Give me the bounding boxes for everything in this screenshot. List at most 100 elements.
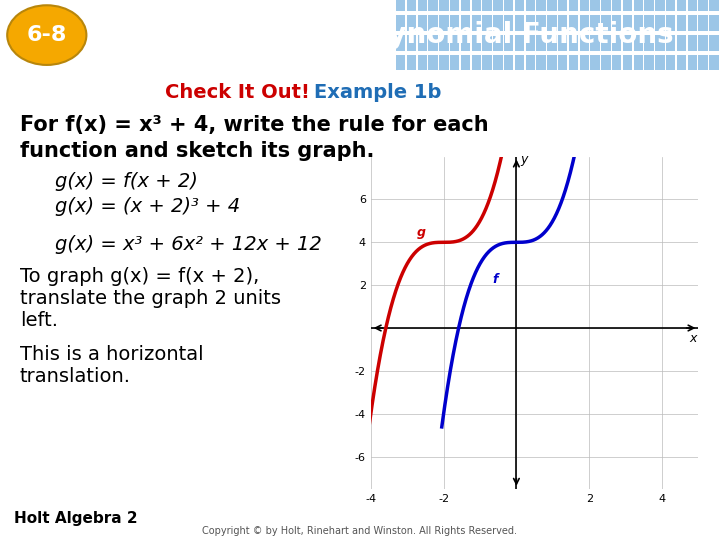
Bar [677, 0, 686, 11]
Bar [396, 0, 405, 11]
Bar [407, 0, 416, 11]
Text: f: f [492, 273, 498, 286]
Bar [580, 16, 589, 31]
Bar [450, 16, 459, 31]
Text: function and sketch its graph.: function and sketch its graph. [20, 141, 374, 161]
Bar [450, 0, 459, 11]
Bar [439, 0, 449, 11]
Text: To graph g(x) = f(x + 2),: To graph g(x) = f(x + 2), [20, 267, 259, 286]
Bar [612, 55, 621, 70]
Bar [526, 55, 535, 70]
Bar [623, 55, 632, 70]
Bar [461, 55, 470, 70]
Bar [504, 35, 513, 51]
Bar [558, 16, 567, 31]
Bar [601, 0, 611, 11]
Bar [547, 16, 557, 31]
Bar [461, 16, 470, 31]
Text: translation.: translation. [20, 368, 131, 387]
Text: translate the graph 2 units: translate the graph 2 units [20, 289, 281, 308]
Bar [655, 55, 665, 70]
Bar [515, 35, 524, 51]
Text: Holt Algebra 2: Holt Algebra 2 [14, 511, 138, 526]
Ellipse shape [7, 5, 86, 65]
Bar [612, 0, 621, 11]
Bar [396, 16, 405, 31]
Bar [558, 0, 567, 11]
Bar [634, 35, 643, 51]
Bar [666, 0, 675, 11]
Bar [461, 35, 470, 51]
Bar [407, 55, 416, 70]
Bar [623, 16, 632, 31]
Bar [644, 16, 654, 31]
Bar [515, 16, 524, 31]
Bar [677, 35, 686, 51]
Bar [493, 55, 503, 70]
Bar [623, 0, 632, 11]
Bar [677, 55, 686, 70]
Bar [536, 55, 546, 70]
Bar [407, 16, 416, 31]
Bar [612, 16, 621, 31]
Bar [461, 0, 470, 11]
Bar [418, 16, 427, 31]
Bar [428, 55, 438, 70]
Bar [709, 16, 719, 31]
Bar [666, 35, 675, 51]
Text: left.: left. [20, 312, 58, 330]
Bar [580, 55, 589, 70]
Text: x: x [689, 332, 697, 345]
Bar [590, 55, 600, 70]
Bar [450, 55, 459, 70]
Bar [644, 0, 654, 11]
Bar [472, 55, 481, 70]
Bar [526, 16, 535, 31]
Bar [439, 16, 449, 31]
Bar [515, 55, 524, 70]
Bar [688, 0, 697, 11]
Bar [558, 55, 567, 70]
Bar [569, 16, 578, 31]
Bar [601, 55, 611, 70]
Text: Copyright © by Holt, Rinehart and Winston. All Rights Reserved.: Copyright © by Holt, Rinehart and Winsto… [202, 526, 518, 536]
Bar [547, 35, 557, 51]
Text: y: y [521, 153, 528, 166]
Bar [688, 16, 697, 31]
Bar [493, 0, 503, 11]
Bar [590, 16, 600, 31]
Text: For f(x) = x³ + 4, write the rule for each: For f(x) = x³ + 4, write the rule for ea… [20, 115, 489, 135]
Bar [418, 35, 427, 51]
Text: g(x) = x³ + 6x² + 12x + 12: g(x) = x³ + 6x² + 12x + 12 [55, 235, 322, 254]
Bar [536, 0, 546, 11]
Bar [698, 35, 708, 51]
Bar [504, 0, 513, 11]
Text: Transforming Polynomial Functions: Transforming Polynomial Functions [122, 21, 674, 49]
Bar [655, 16, 665, 31]
Bar [428, 0, 438, 11]
Bar [418, 0, 427, 11]
Bar [709, 35, 719, 51]
Bar [601, 35, 611, 51]
Bar [655, 35, 665, 51]
Bar [698, 55, 708, 70]
Text: 6-8: 6-8 [27, 25, 67, 45]
Bar [428, 16, 438, 31]
Bar [666, 16, 675, 31]
Bar [526, 35, 535, 51]
Bar [580, 0, 589, 11]
Bar [634, 16, 643, 31]
Bar [698, 0, 708, 11]
Bar [569, 0, 578, 11]
Bar [688, 35, 697, 51]
Bar [396, 55, 405, 70]
Bar [407, 35, 416, 51]
Bar [709, 0, 719, 11]
Bar [569, 35, 578, 51]
Bar [601, 16, 611, 31]
Bar [612, 35, 621, 51]
Bar [644, 55, 654, 70]
Text: g: g [416, 226, 426, 239]
Bar [623, 35, 632, 51]
Bar [634, 55, 643, 70]
